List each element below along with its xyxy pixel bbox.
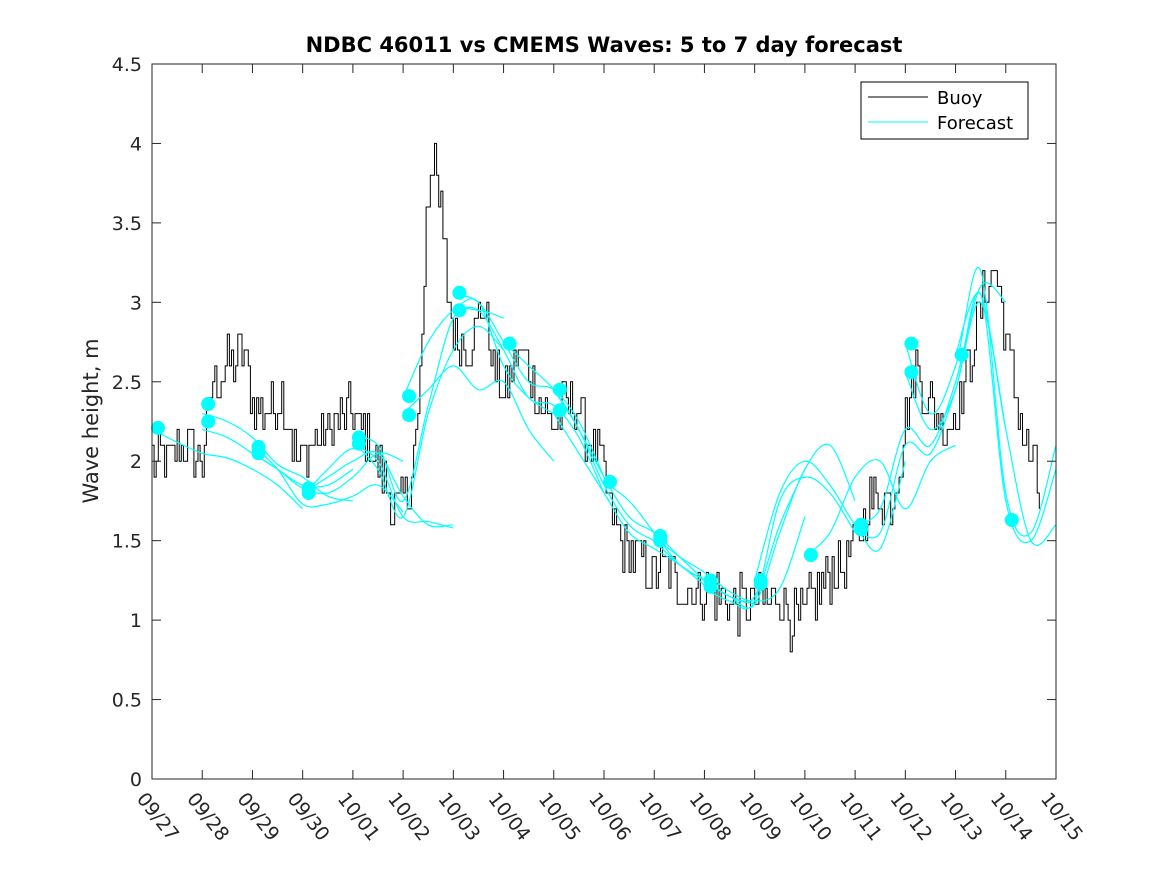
forecast-line-24 bbox=[854, 282, 1007, 526]
y-tick-label: 0 bbox=[130, 769, 142, 791]
legend-box bbox=[860, 81, 1029, 140]
forecast-marker bbox=[552, 403, 567, 418]
x-tick-label: 10/05 bbox=[534, 789, 585, 846]
y-tick-label: 3.5 bbox=[112, 213, 142, 235]
forecast-line-1 bbox=[152, 428, 304, 510]
x-tick-label: 10/10 bbox=[785, 789, 836, 846]
legend-label-forecast: Forecast bbox=[937, 113, 1013, 134]
forecast-line-8 bbox=[352, 307, 504, 502]
forecast-line-2 bbox=[202, 413, 353, 502]
forecast-line-22 bbox=[754, 460, 906, 581]
forecast-line-14 bbox=[503, 341, 655, 542]
forecast-line-21 bbox=[704, 476, 856, 610]
x-tick-label: 10/12 bbox=[885, 789, 936, 846]
forecast-marker bbox=[552, 382, 567, 397]
x-tick-label: 09/30 bbox=[283, 789, 334, 846]
forecast-line-6 bbox=[302, 450, 454, 528]
forecast-line-7 bbox=[302, 447, 454, 529]
x-tick-label: 10/07 bbox=[634, 789, 685, 846]
forecast-line-3 bbox=[202, 428, 354, 488]
forecast-marker bbox=[753, 576, 768, 591]
forecast-marker bbox=[703, 579, 718, 594]
forecast-line-13 bbox=[453, 306, 605, 494]
x-tick-label: 10/13 bbox=[936, 789, 987, 846]
forecast-line-18 bbox=[653, 516, 806, 602]
forecast-line-12 bbox=[453, 293, 605, 478]
buoy-line bbox=[152, 142, 1040, 653]
x-tick-label: 10/14 bbox=[986, 789, 1037, 846]
forecast-marker bbox=[904, 365, 919, 380]
forecast-series-group bbox=[152, 266, 1056, 610]
y-tick-label: 4.5 bbox=[112, 54, 142, 76]
forecast-marker bbox=[854, 522, 869, 537]
forecast-marker bbox=[201, 397, 216, 411]
forecast-line-28 bbox=[955, 292, 1056, 546]
x-tick-label: 09/29 bbox=[233, 789, 284, 846]
x-tick-label: 10/01 bbox=[333, 789, 384, 846]
plot-area-frame bbox=[151, 63, 1057, 780]
x-tick-label: 10/15 bbox=[1036, 789, 1087, 846]
forecast-marker bbox=[954, 347, 969, 362]
forecast-marker bbox=[653, 533, 668, 548]
forecast-marker bbox=[351, 436, 366, 451]
forecast-marker bbox=[402, 408, 417, 423]
forecast-marker bbox=[904, 336, 919, 351]
chart-title: NDBC 46011 vs CMEMS Waves: 5 to 7 day fo… bbox=[306, 33, 903, 57]
y-tick-label: 2.5 bbox=[112, 372, 142, 394]
y-axis-label: Wave height, m bbox=[79, 338, 103, 503]
x-tick-label: 10/06 bbox=[584, 789, 635, 846]
forecast-marker bbox=[1004, 513, 1019, 527]
legend: Buoy Forecast bbox=[860, 81, 1029, 140]
y-tick-label: 1 bbox=[130, 610, 142, 632]
forecast-marker bbox=[502, 336, 517, 351]
forecast-marker bbox=[151, 420, 165, 435]
forecast-line-20 bbox=[704, 443, 856, 609]
forecast-markers bbox=[151, 285, 1019, 594]
y-tick-label: 3 bbox=[130, 292, 142, 314]
x-tick-label: 10/11 bbox=[835, 789, 886, 846]
legend-label-buoy: Buoy bbox=[937, 88, 983, 109]
y-axis: 0 0.5 1 1.5 2 2.5 3 3.5 4 4.5 bbox=[112, 54, 1056, 791]
x-tick-label: 09/28 bbox=[182, 789, 233, 846]
forecast-line-5 bbox=[251, 444, 404, 513]
y-tick-label: 4 bbox=[130, 133, 142, 155]
forecast-line-11 bbox=[402, 365, 555, 462]
x-tick-label: 10/08 bbox=[685, 789, 736, 846]
x-tick-label: 10/02 bbox=[383, 789, 434, 846]
x-tick-label: 10/04 bbox=[484, 789, 535, 846]
buoy-series bbox=[152, 142, 1040, 653]
forecast-marker bbox=[603, 474, 617, 489]
forecast-line-26 bbox=[904, 266, 1056, 537]
y-tick-label: 0.5 bbox=[112, 690, 142, 712]
y-tick-label: 2 bbox=[130, 451, 142, 473]
forecast-marker bbox=[201, 414, 216, 429]
forecast-marker bbox=[251, 446, 266, 461]
forecast-line-27 bbox=[904, 291, 1056, 544]
x-tick-label: 10/03 bbox=[433, 789, 484, 846]
forecast-line-23 bbox=[804, 444, 956, 558]
forecast-marker bbox=[402, 389, 417, 404]
forecast-line-17 bbox=[603, 481, 755, 605]
forecast-marker bbox=[452, 285, 467, 300]
x-tick-label: 09/27 bbox=[132, 789, 183, 846]
forecast-marker bbox=[803, 548, 818, 562]
y-tick-label: 1.5 bbox=[112, 531, 142, 553]
forecast-marker bbox=[452, 303, 467, 318]
x-tick-label: 10/09 bbox=[735, 789, 786, 846]
x-axis: 09/27 09/28 09/29 09/30 10/01 10/02 10/03 10/04… bbox=[132, 64, 1087, 845]
forecast-marker bbox=[301, 486, 316, 500]
forecast-line-9 bbox=[352, 325, 505, 519]
